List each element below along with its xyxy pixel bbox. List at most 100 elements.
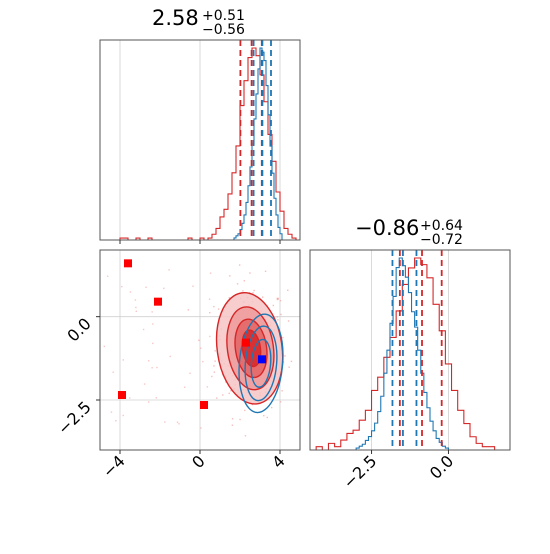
blue-contour-0 bbox=[238, 313, 284, 414]
scatter-point-red bbox=[280, 313, 282, 316]
scatter-point-red-outlier bbox=[135, 306, 137, 309]
scatter-point-red bbox=[198, 339, 200, 342]
scatter-point-red-outlier bbox=[122, 359, 124, 361]
red-square-marker-2 bbox=[118, 391, 126, 399]
scatter-point-red-outlier bbox=[129, 291, 132, 293]
scatter-point-red bbox=[279, 401, 282, 403]
scatter-point-red bbox=[243, 280, 246, 282]
blue-contour-2 bbox=[250, 338, 272, 388]
scatter-point-red bbox=[249, 272, 251, 274]
scatter-point-red-outlier bbox=[151, 367, 153, 369]
red-square-marker-1 bbox=[154, 297, 162, 306]
scatter-point-red bbox=[288, 366, 290, 368]
scatter-point-red bbox=[276, 297, 278, 300]
scatter-point-red bbox=[252, 292, 254, 294]
scatter-point-red bbox=[228, 297, 231, 299]
scatter-point-red-outlier bbox=[202, 360, 204, 363]
scatter-point-red bbox=[276, 316, 279, 318]
scatter-point-red-outlier bbox=[112, 371, 114, 373]
scatter-point-red bbox=[242, 290, 244, 292]
scatter-point-red bbox=[266, 416, 268, 419]
scatter-point-red-outlier bbox=[147, 401, 150, 403]
scatter-point-red bbox=[270, 406, 273, 409]
red-square-marker-3 bbox=[200, 401, 208, 409]
scatter-point-red-outlier bbox=[206, 386, 209, 388]
scatter-point-red bbox=[239, 418, 241, 421]
scatter-point-red-outlier bbox=[200, 427, 202, 429]
scatter-point-red bbox=[276, 298, 279, 301]
scatter-point-red-outlier bbox=[164, 421, 166, 423]
scatter-point-red bbox=[228, 392, 230, 395]
red-square-marker-4 bbox=[242, 338, 250, 347]
hist2-xtick-label-1: 0.0 bbox=[426, 451, 457, 482]
scatter-point-red bbox=[277, 298, 279, 300]
scatter-point-red bbox=[216, 397, 218, 399]
scatter-point-red-outlier bbox=[209, 272, 212, 274]
scatter-point-red-outlier bbox=[152, 323, 154, 325]
scatter-point-red-outlier bbox=[143, 383, 146, 385]
blue-contour-1 bbox=[244, 325, 278, 402]
scatter-point-red-outlier bbox=[151, 311, 153, 313]
scatter-point-red-outlier bbox=[156, 366, 158, 369]
scatter-point-red bbox=[277, 319, 279, 321]
scatter-point-red bbox=[244, 435, 247, 437]
scatter-point-red bbox=[272, 304, 275, 307]
blue-square-marker-0 bbox=[258, 355, 266, 364]
scatter-panel-content bbox=[103, 259, 300, 437]
scatter-point-red bbox=[263, 414, 265, 417]
hist2-red-series bbox=[310, 257, 507, 450]
scatter-point-red-outlier bbox=[168, 269, 170, 271]
scatter-point-red bbox=[264, 270, 267, 273]
scatter-point-red bbox=[287, 289, 289, 291]
scatter-point-red-outlier bbox=[208, 298, 211, 300]
scatter-point-red-outlier bbox=[155, 397, 157, 399]
scatter-point-red-outlier bbox=[145, 286, 147, 288]
title-param2: −0.86 +0.64 −0.72 bbox=[355, 216, 463, 248]
scatter-point-red bbox=[236, 283, 239, 285]
scatter-point-red bbox=[214, 360, 216, 362]
scatter-point-red bbox=[244, 409, 246, 412]
scatter-point-red-outlier bbox=[169, 355, 171, 358]
scatter-xtick-label-0: −4 bbox=[99, 451, 129, 481]
scatter-point-red-outlier bbox=[121, 285, 123, 288]
scatter-point-red-outlier bbox=[200, 347, 202, 349]
scatter-point-red-outlier bbox=[176, 421, 179, 423]
scatter-ytick-label-0: 0.0 bbox=[63, 314, 94, 345]
scatter-point-red bbox=[187, 309, 190, 311]
scatter-point-red bbox=[282, 336, 284, 339]
scatter-point-red-outlier bbox=[189, 372, 191, 374]
scatter-point-red-outlier bbox=[192, 285, 194, 287]
title-param1: 2.58 +0.51 −0.56 bbox=[152, 6, 245, 38]
scatter-point-red bbox=[253, 289, 255, 292]
scatter-point-red-outlier bbox=[152, 342, 154, 345]
scatter-point-red bbox=[231, 418, 234, 420]
scatter-point-red bbox=[213, 371, 216, 373]
scatter-point-red bbox=[214, 350, 216, 352]
scatter-xtick-label-1: 0 bbox=[188, 451, 209, 472]
scatter-point-red bbox=[209, 311, 211, 314]
scatter-point-red-outlier bbox=[163, 287, 165, 290]
scatter-point-red bbox=[217, 308, 220, 310]
scatter-point-red bbox=[287, 320, 290, 322]
scatter-point-red-outlier bbox=[103, 345, 106, 348]
scatter-point-red bbox=[211, 375, 213, 378]
hist1-blue-series bbox=[232, 47, 284, 240]
scatter-point-red-outlier bbox=[129, 397, 131, 399]
red-square-marker-0 bbox=[124, 259, 132, 268]
scatter-ytick-label-1: −2.5 bbox=[54, 397, 95, 438]
hist2-xtick-label-0: −2.5 bbox=[339, 451, 380, 492]
scatter-point-red bbox=[229, 275, 231, 277]
scatter-point-red bbox=[281, 390, 283, 392]
scatter-point-red-outlier bbox=[142, 328, 145, 331]
scatter-point-red bbox=[213, 365, 215, 367]
scatter-xtick-label-2: 4 bbox=[268, 451, 289, 472]
scatter-point-red bbox=[213, 305, 215, 308]
scatter-point-red bbox=[279, 299, 282, 302]
scatter-point-red-outlier bbox=[110, 411, 113, 413]
scatter-point-red-outlier bbox=[183, 386, 186, 388]
scatter-point-red-outlier bbox=[115, 420, 117, 422]
scatter-point-red-outlier bbox=[134, 299, 137, 301]
scatter-point-red bbox=[284, 355, 286, 357]
scatter-point-red bbox=[225, 381, 227, 383]
